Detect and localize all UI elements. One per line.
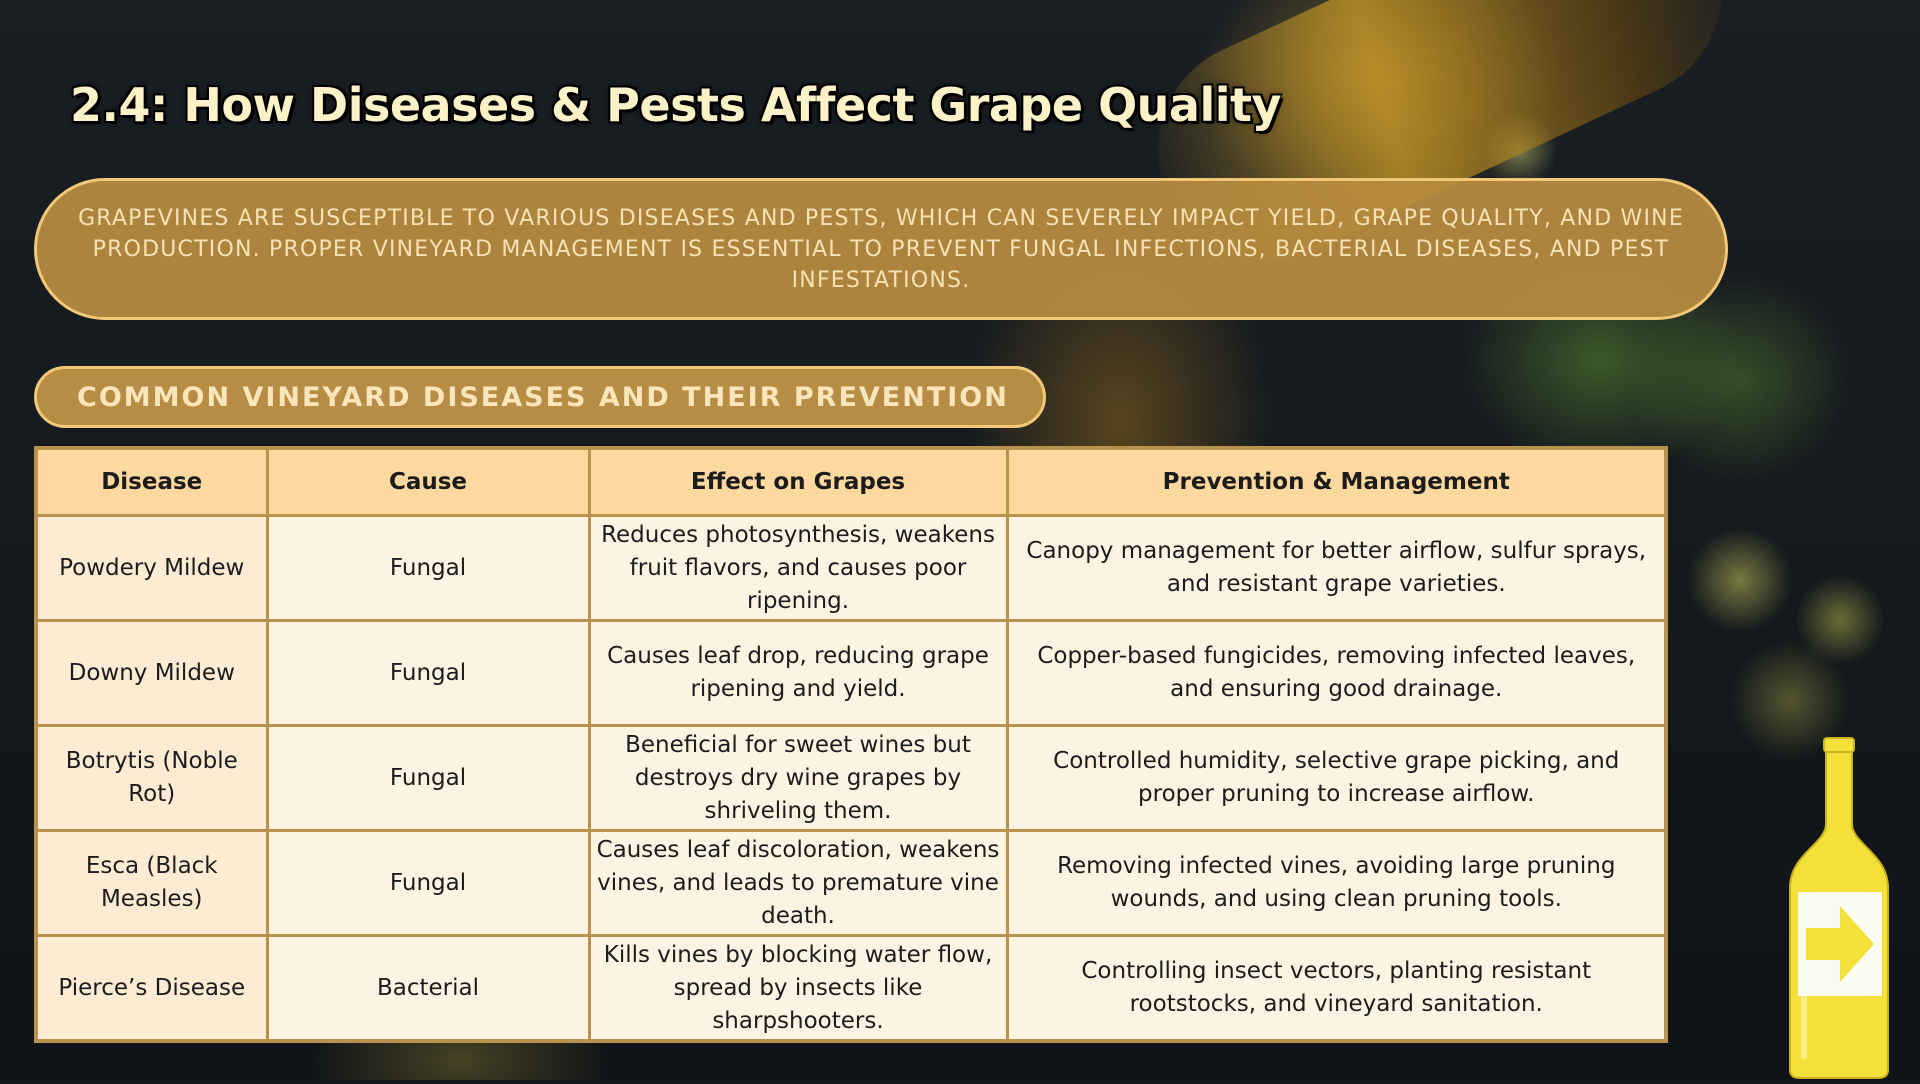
disease-table: Disease Cause Effect on Grapes Preventio… bbox=[34, 446, 1668, 1043]
cell-cause: Fungal bbox=[265, 829, 591, 937]
cell-effect: Causes leaf drop, reducing grape ripenin… bbox=[587, 619, 1009, 727]
header-disease: Disease bbox=[34, 446, 269, 517]
section-heading: COMMON VINEYARD DISEASES AND THEIR PREVE… bbox=[77, 381, 1009, 413]
cell-cause: Fungal bbox=[265, 724, 591, 832]
cell-disease: Esca (Black Measles) bbox=[34, 829, 269, 937]
next-slide-button[interactable] bbox=[1784, 736, 1894, 1080]
cell-effect: Beneficial for sweet wines but destroys … bbox=[587, 724, 1009, 832]
table-row: Pierce’s Disease Bacterial Kills vines b… bbox=[34, 934, 1668, 1043]
wine-bottle-next-arrow-icon bbox=[1789, 737, 1889, 1079]
cell-cause: Fungal bbox=[265, 619, 591, 727]
table-row: Powdery Mildew Fungal Reduces photosynth… bbox=[34, 514, 1668, 622]
table-row: Downy Mildew Fungal Causes leaf drop, re… bbox=[34, 619, 1668, 727]
cell-prevention: Canopy management for better airflow, su… bbox=[1005, 514, 1668, 622]
cell-disease: Powdery Mildew bbox=[34, 514, 269, 622]
table-header-row: Disease Cause Effect on Grapes Preventio… bbox=[34, 446, 1668, 517]
header-effect: Effect on Grapes bbox=[587, 446, 1009, 517]
cell-cause: Fungal bbox=[265, 514, 591, 622]
page-title: 2.4: How Diseases & Pests Affect Grape Q… bbox=[70, 78, 1281, 132]
header-cause: Cause bbox=[265, 446, 591, 517]
table-row: Botrytis (Noble Rot) Fungal Beneficial f… bbox=[34, 724, 1668, 832]
header-prevention: Prevention & Management bbox=[1005, 446, 1668, 517]
table-row: Esca (Black Measles) Fungal Causes leaf … bbox=[34, 829, 1668, 937]
cell-prevention: Controlled humidity, selective grape pic… bbox=[1005, 724, 1668, 832]
cell-disease: Downy Mildew bbox=[34, 619, 269, 727]
cell-effect: Reduces photosynthesis, weakens fruit fl… bbox=[587, 514, 1009, 622]
cell-disease: Botrytis (Noble Rot) bbox=[34, 724, 269, 832]
cell-effect: Kills vines by blocking water flow, spre… bbox=[587, 934, 1009, 1043]
intro-banner: Grapevines are susceptible to various di… bbox=[34, 178, 1728, 320]
cell-cause: Bacterial bbox=[265, 934, 591, 1043]
cell-prevention: Copper-based fungicides, removing infect… bbox=[1005, 619, 1668, 727]
intro-text: Grapevines are susceptible to various di… bbox=[78, 205, 1684, 293]
cell-prevention: Controlling insect vectors, planting res… bbox=[1005, 934, 1668, 1043]
cell-effect: Causes leaf discoloration, weakens vines… bbox=[587, 829, 1009, 937]
cell-disease: Pierce’s Disease bbox=[34, 934, 269, 1043]
cell-prevention: Removing infected vines, avoiding large … bbox=[1005, 829, 1668, 937]
section-heading-pill: COMMON VINEYARD DISEASES AND THEIR PREVE… bbox=[34, 366, 1046, 428]
